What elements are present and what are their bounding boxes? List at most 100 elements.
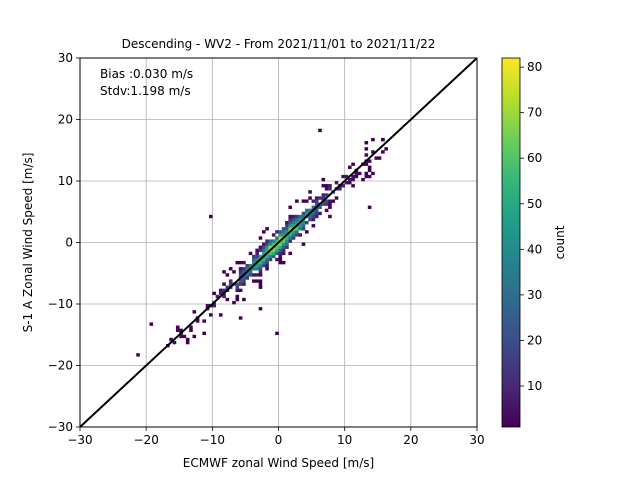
density-cell	[288, 205, 293, 209]
density-cell	[347, 165, 352, 169]
density-cell	[288, 217, 293, 222]
density-cell	[222, 282, 226, 286]
density-cell	[308, 196, 312, 200]
y-axis: −30 −20 −10 0 10 20 30	[48, 51, 80, 434]
density-cell	[255, 248, 259, 253]
density-cell	[291, 224, 296, 228]
density-cell	[304, 230, 309, 234]
colorbar-gradient	[501, 57, 521, 428]
density-cell	[218, 288, 223, 292]
density-cell	[242, 282, 246, 286]
density-cell	[298, 214, 302, 219]
density-cell	[248, 251, 253, 256]
density-cell	[245, 276, 250, 280]
density-cell	[328, 214, 332, 219]
density-cell	[304, 220, 309, 225]
density-cell	[275, 257, 279, 262]
density-cell	[281, 239, 286, 243]
density-cell	[278, 260, 283, 265]
density-cell	[275, 245, 279, 249]
density-cell	[324, 193, 329, 197]
density-cell	[235, 285, 240, 289]
y-axis-label: S-1 A Zonal Wind Speed [m/s]	[21, 153, 35, 333]
density-cell	[278, 242, 283, 246]
density-cell	[364, 141, 369, 145]
density-cell	[245, 264, 250, 268]
density-cell	[278, 254, 283, 259]
y-tick-label: −10	[48, 297, 73, 311]
density-cell	[371, 171, 375, 176]
density-cell	[275, 248, 279, 253]
density-cell	[261, 242, 266, 246]
density-cell	[228, 279, 233, 283]
density-cell	[275, 230, 279, 234]
density-cell	[189, 325, 193, 329]
density-cell	[261, 257, 266, 262]
density-cell	[258, 282, 263, 286]
density-cell	[258, 236, 263, 240]
density-cell	[258, 267, 263, 271]
density-cell	[281, 260, 286, 265]
density-cell	[288, 224, 293, 228]
x-tick-label: −30	[67, 433, 92, 447]
density-cell	[291, 220, 296, 225]
density-cell	[318, 205, 322, 209]
density-cell	[308, 217, 312, 222]
density-cell	[275, 236, 279, 240]
density-cell	[252, 260, 256, 265]
density-cell	[218, 291, 223, 296]
density-cell	[258, 248, 263, 253]
density-cell	[281, 233, 286, 237]
density-cell	[314, 208, 319, 213]
density-cell	[179, 334, 183, 339]
density-cell	[252, 279, 256, 283]
stats-stdv: Stdv:1.198 m/s	[100, 84, 191, 98]
density-cell	[281, 248, 286, 253]
density-cell	[209, 214, 213, 219]
density-cell	[271, 233, 276, 237]
density-cell	[295, 220, 299, 225]
density-cell	[334, 181, 339, 185]
density-cell	[281, 245, 286, 249]
density-cell	[202, 331, 207, 336]
x-tick-label: 20	[403, 433, 418, 447]
density-cell	[245, 267, 250, 271]
density-cell	[278, 248, 283, 253]
density-cell	[301, 227, 306, 231]
density-cell	[301, 211, 306, 216]
density-cell	[252, 257, 256, 262]
density-cell	[271, 248, 276, 253]
colorbar-label: count	[553, 225, 567, 259]
density-cell	[295, 199, 299, 203]
density-cell	[278, 257, 283, 262]
density-cell	[331, 199, 336, 203]
density-cell	[304, 208, 309, 213]
density-cell	[295, 217, 299, 222]
density-cell	[255, 264, 259, 268]
density-cell	[278, 233, 283, 237]
density-cell	[364, 171, 369, 176]
density-cell	[271, 239, 276, 243]
density-cell	[301, 242, 306, 246]
density-cell	[238, 260, 243, 265]
density-cell	[288, 236, 293, 240]
density-cell	[311, 214, 316, 219]
density-cell	[291, 233, 296, 237]
density-cell	[288, 227, 293, 231]
density-cell	[238, 279, 243, 283]
density-cell	[235, 294, 240, 299]
density-cell	[265, 239, 269, 243]
density-cell	[295, 227, 299, 231]
density-cell	[311, 224, 316, 228]
colorbar-tick-label: 80	[527, 60, 542, 74]
density-cell	[252, 273, 256, 277]
density-cell	[301, 199, 306, 203]
density-cell	[261, 251, 266, 256]
density-cell	[169, 337, 173, 342]
density-cell	[367, 168, 372, 173]
density-cell	[324, 202, 329, 206]
density-cell	[295, 233, 299, 237]
density-cell	[371, 137, 375, 142]
density-cell	[328, 199, 332, 203]
colorbar-tick-label: 10	[527, 379, 542, 393]
